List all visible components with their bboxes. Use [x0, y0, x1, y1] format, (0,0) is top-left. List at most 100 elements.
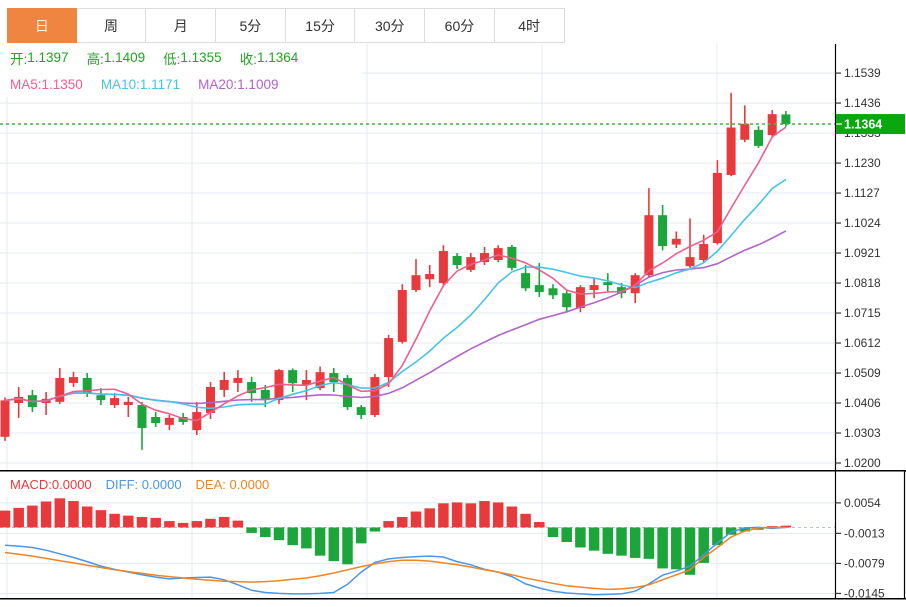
- macd-histogram-bar: [410, 511, 422, 528]
- price-tick-label: 1.0818: [844, 276, 881, 290]
- candle-body: [123, 401, 133, 406]
- candle-body: [110, 398, 120, 406]
- macd-histogram-bar: [780, 525, 792, 528]
- timeframe-tab-8[interactable]: 4时: [494, 8, 565, 43]
- macd-histogram-bar: [369, 527, 381, 532]
- candle-body: [397, 290, 407, 342]
- candle-body: [452, 255, 462, 265]
- diff-value: 0.0000: [141, 477, 182, 492]
- ma5-line: [4, 126, 787, 422]
- macd-histogram-bar: [109, 513, 120, 528]
- price-tick-label: 1.0715: [844, 306, 881, 320]
- timeframe-tab-4[interactable]: 5分: [216, 8, 286, 43]
- candle-body: [658, 215, 668, 247]
- candle-body: [96, 395, 106, 401]
- macd-histogram-bar: [520, 513, 531, 528]
- current-price-label: 1.1364: [844, 118, 882, 132]
- macd-histogram-bar: [260, 527, 271, 538]
- candle-body: [356, 407, 366, 415]
- candle-body: [781, 114, 791, 125]
- candle-body: [438, 251, 448, 284]
- timeframe-tab-3[interactable]: 月: [146, 8, 217, 43]
- price-tick-label: 1.1539: [844, 66, 881, 80]
- candle-body: [260, 389, 270, 401]
- candle-body: [301, 380, 311, 385]
- price-tick-label: 1.0303: [844, 426, 881, 440]
- macd-histogram-bar: [438, 503, 449, 528]
- price-tick-label: 1.1127: [844, 186, 880, 200]
- macd-histogram-bar: [40, 501, 52, 528]
- candle-body: [754, 129, 763, 146]
- macd-histogram-bar: [451, 502, 463, 528]
- macd-histogram-bar: [725, 527, 737, 535]
- candle-body: [493, 248, 503, 261]
- price-tick-label: 1.0612: [844, 336, 881, 350]
- candle-body: [603, 282, 613, 286]
- ma20-value: 1.1009: [237, 76, 279, 92]
- candle-body: [521, 273, 531, 289]
- candle-body: [480, 253, 489, 263]
- diff-label: DIFF:: [105, 477, 139, 492]
- candle-body: [740, 123, 750, 140]
- macd-histogram-bar: [643, 527, 655, 559]
- macd-histogram-bar: [232, 520, 244, 528]
- timeframe-tab-7[interactable]: 60分: [425, 8, 495, 43]
- candle-body: [233, 377, 243, 383]
- macd-histogram-bar: [27, 505, 38, 528]
- candle-body: [548, 288, 558, 296]
- candle-body: [411, 275, 421, 291]
- dea-line: [4, 526, 786, 591]
- candle-body: [617, 287, 626, 294]
- price-tick-label: 1.1024: [844, 216, 881, 230]
- candle-body: [137, 405, 147, 429]
- macd-info-bar: MACD: 0.0000 DIFF: 0.0000 DEA: 0.0000: [0, 472, 362, 497]
- candle-body: [69, 377, 78, 383]
- open-value: 1.1397: [27, 50, 69, 65]
- high-value: 1.1409: [103, 50, 146, 65]
- candle-body: [466, 257, 476, 270]
- macd-histogram-bar: [479, 501, 490, 528]
- macd-histogram-bar: [191, 521, 203, 528]
- current-price-label-box: [836, 114, 905, 135]
- candle-body: [562, 293, 572, 308]
- timeframe-tabs: 日周月 5分 15分 30分 60分 4时: [7, 8, 565, 43]
- timeframe-tab-6[interactable]: 30分: [355, 8, 426, 43]
- timeframe-tab-5[interactable]: 15分: [285, 8, 356, 43]
- candle-body: [178, 417, 188, 422]
- candle-body: [712, 172, 722, 244]
- macd-histogram-bar: [684, 527, 696, 575]
- candle-body: [425, 274, 435, 280]
- macd-tick-label: 0.0054: [844, 496, 881, 510]
- timeframe-tab-1[interactable]: 日: [7, 8, 77, 43]
- candle-body: [343, 377, 352, 408]
- candle-body: [644, 215, 654, 276]
- candle-body: [726, 127, 736, 176]
- ma5-label: MA5:: [10, 76, 42, 92]
- candle-body: [534, 285, 544, 293]
- dea-value: 0.0000: [229, 477, 270, 492]
- candle-body: [315, 372, 325, 389]
- macd-histogram-bar: [383, 521, 394, 528]
- macd-histogram-bar: [616, 527, 627, 556]
- macd-value: 0.0000: [51, 477, 92, 492]
- macd-histogram-bar: [424, 508, 435, 528]
- macd-histogram-bar: [177, 522, 189, 528]
- close-label: 收:: [239, 51, 257, 67]
- candle-body: [288, 370, 298, 384]
- ohlc-info-bar: 开: 1.1397 高: 1.1409 低: 1.1355 收: 1.1364: [0, 44, 362, 71]
- macd-histogram-bar: [547, 527, 559, 538]
- macd-histogram-bar: [355, 527, 367, 544]
- macd-histogram-bar: [698, 527, 709, 563]
- open-label: 开:: [10, 51, 28, 67]
- close-value: 1.1364: [256, 50, 299, 65]
- timeframe-tab-2[interactable]: 周: [76, 8, 147, 43]
- price-tick-label: 1.0921: [844, 246, 881, 260]
- price-tick-label: 1.1436: [844, 96, 881, 110]
- candle-body: [0, 400, 10, 437]
- macd-histogram-bar: [13, 507, 24, 528]
- candle-body: [671, 238, 681, 245]
- macd-tick-label: -0.0079: [844, 556, 885, 570]
- price-tick-label: 1.0406: [844, 396, 881, 410]
- macd-histogram-bar: [301, 527, 312, 549]
- macd-histogram-bar: [164, 521, 175, 528]
